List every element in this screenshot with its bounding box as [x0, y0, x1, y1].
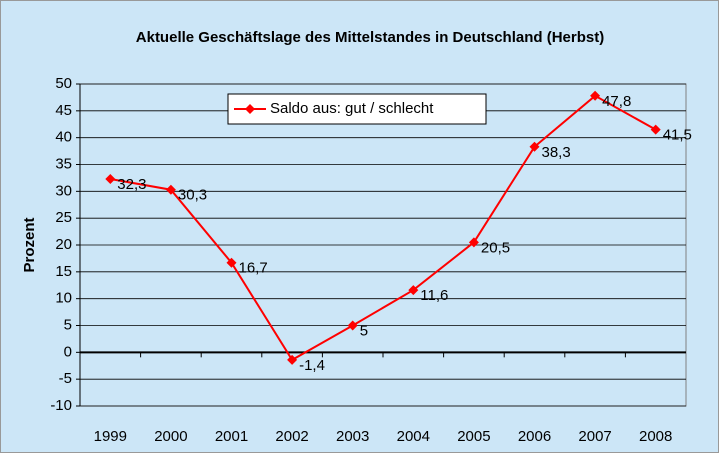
data-point [468, 237, 479, 248]
y-tick-label: 20 [55, 236, 72, 253]
legend-label: Saldo aus: gut / schlecht [270, 100, 434, 117]
data-label: 38,3 [542, 144, 571, 161]
y-tick-label: 5 [64, 316, 72, 333]
y-tick-label: 0 [64, 343, 72, 360]
data-label: 32,3 [117, 176, 146, 193]
legend-box [227, 93, 487, 125]
x-tick-label: 2004 [397, 428, 430, 445]
data-point [287, 354, 298, 365]
x-tick-label: 2006 [518, 428, 551, 445]
data-label: 16,7 [239, 260, 268, 277]
y-tick-label: 30 [55, 182, 72, 199]
data-point [347, 320, 358, 331]
x-tick-label: 2003 [336, 428, 369, 445]
y-tick-label: 35 [55, 155, 72, 172]
x-tick-label: 2000 [154, 428, 187, 445]
data-point [226, 257, 237, 268]
y-tick-label: 50 [55, 75, 72, 92]
y-tick-label: 10 [55, 290, 72, 307]
x-tick-label: 2002 [275, 428, 308, 445]
data-label: -1,4 [299, 357, 325, 374]
x-tick-label: 2005 [457, 428, 490, 445]
y-axis-label: Prozent [21, 217, 38, 272]
x-tick-label: 1999 [94, 428, 127, 445]
data-point [590, 90, 601, 101]
data-point [105, 173, 116, 184]
x-tick-label: 2008 [639, 428, 672, 445]
x-tick-label: 2001 [215, 428, 248, 445]
data-label: 47,8 [602, 93, 631, 110]
legend-marker [245, 104, 255, 114]
data-label: 30,3 [178, 187, 207, 204]
data-point [408, 285, 419, 296]
y-tick-label: 25 [55, 209, 72, 226]
y-tick-label: 45 [55, 102, 72, 119]
chart-title: Aktuelle Geschäftslage des Mittelstandes… [136, 29, 604, 46]
data-point [165, 184, 176, 195]
data-point [529, 141, 540, 152]
y-tick-label: -5 [59, 370, 72, 387]
y-tick-label: -10 [50, 397, 72, 414]
y-tick-label: 40 [55, 129, 72, 146]
data-label: 5 [360, 322, 368, 339]
data-label: 41,5 [663, 127, 692, 144]
data-label: 11,6 [420, 287, 448, 304]
data-line [110, 94, 657, 362]
data-label: 20,5 [481, 239, 510, 256]
y-tick-label: 15 [55, 263, 72, 280]
data-point [650, 124, 661, 135]
x-tick-label: 2007 [578, 428, 611, 445]
